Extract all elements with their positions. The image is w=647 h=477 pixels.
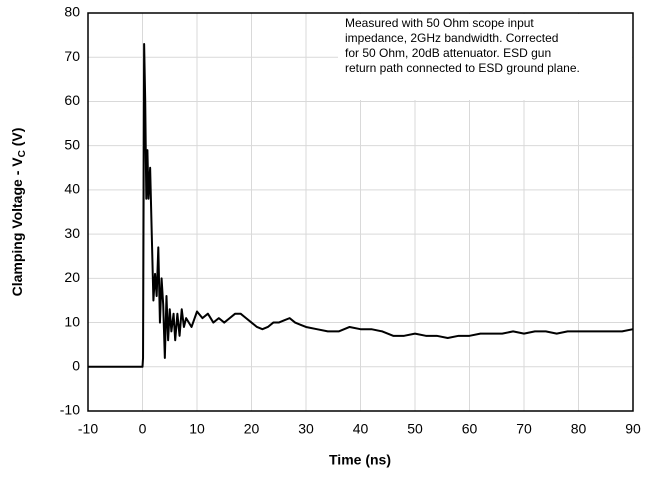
y-axis-label-sub: C (17, 150, 28, 157)
y-tick-label: 0 (72, 357, 80, 373)
x-tick-label: 10 (189, 421, 205, 437)
x-axis-label: Time (ns) (329, 452, 391, 468)
x-tick-label: 60 (462, 421, 478, 437)
x-tick-label: 80 (571, 421, 587, 437)
x-tick-label: 40 (353, 421, 369, 437)
x-tick-label: 30 (298, 421, 314, 437)
annotation-line: impedance, 2GHz bandwidth. Corrected (345, 31, 558, 45)
y-tick-label: 10 (64, 313, 80, 329)
y-axis-label-end: (V) (9, 128, 25, 151)
y-tick-label: 20 (64, 269, 80, 285)
x-tick-label: -10 (78, 421, 98, 437)
y-tick-label: -10 (60, 402, 80, 418)
y-tick-label: 40 (64, 181, 80, 197)
y-axis-label-main: Clamping Voltage - V (9, 157, 25, 297)
y-tick-label: 60 (64, 92, 80, 108)
x-tick-label: 50 (407, 421, 423, 437)
y-tick-label: 30 (64, 225, 80, 241)
y-tick-label: 70 (64, 48, 80, 64)
annotation: Measured with 50 Ohm scope inputimpedanc… (345, 16, 580, 75)
annotation-box (338, 14, 632, 100)
annotation-line: return path connected to ESD ground plan… (345, 61, 580, 75)
y-tick-label: 50 (64, 136, 80, 152)
x-tick-label: 20 (244, 421, 260, 437)
annotation-line: for 50 Ohm, 20dB attenuator. ESD gun (345, 46, 551, 60)
plot (88, 42, 634, 368)
data-line (88, 42, 634, 368)
plot-frame (87, 12, 634, 412)
y-tick-label: 80 (64, 4, 80, 20)
annotation-line: Measured with 50 Ohm scope input (345, 16, 534, 30)
y-axis-label: Clamping Voltage - VC (V) (9, 128, 28, 297)
x-tick-label: 0 (139, 421, 147, 437)
x-tick-label: 90 (625, 421, 641, 437)
x-tick-label: 70 (516, 421, 532, 437)
